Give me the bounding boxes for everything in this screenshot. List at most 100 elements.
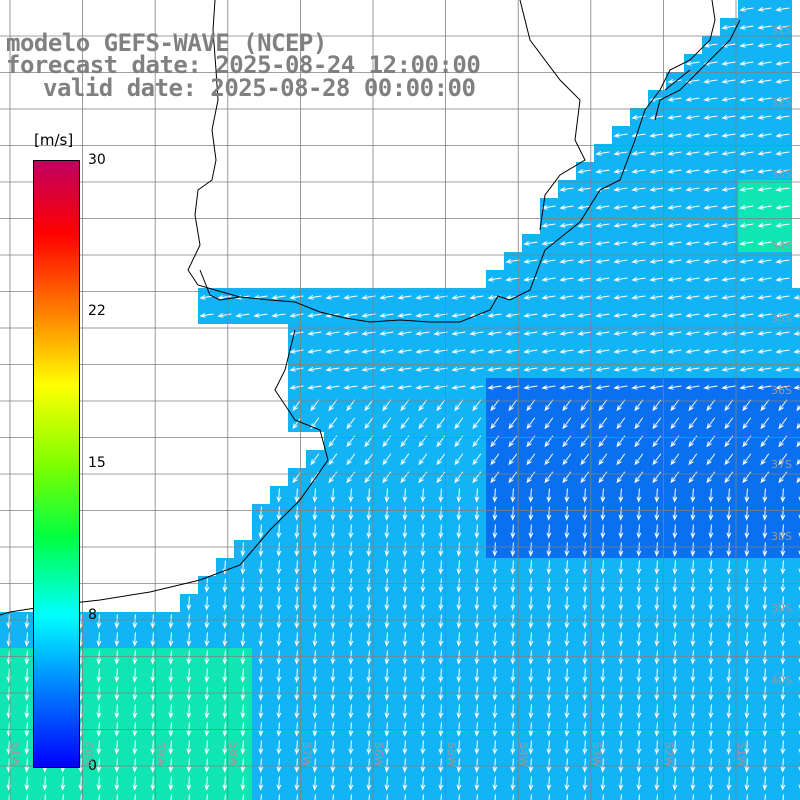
wind-arrow bbox=[649, 366, 664, 372]
wind-arrow bbox=[206, 794, 208, 800]
wind-arrow bbox=[240, 758, 246, 773]
wind-arrow bbox=[577, 384, 592, 390]
wind-arrow bbox=[762, 596, 768, 611]
wind-arrow bbox=[307, 348, 322, 354]
forecast-date: forecast date: 2025-08-24 12:00:00 bbox=[6, 51, 481, 79]
wind-arrow bbox=[276, 776, 282, 791]
wind-arrow bbox=[780, 506, 786, 521]
wind-arrow bbox=[708, 560, 714, 575]
wind-arrow bbox=[744, 740, 750, 755]
wind-arrow bbox=[438, 542, 444, 557]
wind-arrow bbox=[384, 560, 390, 575]
wind-arrow bbox=[523, 258, 538, 264]
wind-arrow bbox=[24, 704, 30, 719]
wind-arrow bbox=[242, 794, 244, 800]
wind-arrow bbox=[739, 168, 754, 174]
wind-arrow bbox=[775, 186, 790, 192]
wind-arrow bbox=[382, 417, 392, 430]
wind-arrow bbox=[582, 668, 588, 683]
wind-arrow bbox=[258, 650, 264, 665]
wind-arrow bbox=[366, 704, 372, 719]
wind-arrow bbox=[456, 524, 462, 539]
wind-arrow bbox=[366, 668, 372, 683]
wind-arrow bbox=[577, 330, 592, 336]
wind-arrow bbox=[294, 650, 300, 665]
wind-arrow bbox=[744, 632, 750, 647]
wind-arrow bbox=[631, 204, 646, 210]
wind-arrow bbox=[276, 614, 282, 629]
wind-arrow bbox=[332, 794, 334, 800]
wind-arrow bbox=[325, 366, 340, 372]
wind-arrow bbox=[636, 488, 642, 503]
wind-arrow bbox=[276, 722, 282, 737]
wind-arrow bbox=[204, 776, 210, 791]
wind-arrow bbox=[222, 722, 228, 737]
wind-arrow bbox=[366, 614, 372, 629]
wind-arrow bbox=[276, 758, 282, 773]
wind-arrow bbox=[400, 471, 410, 484]
wind-arrow bbox=[492, 704, 498, 719]
colorbar-tick: 0 bbox=[88, 758, 97, 774]
wind-arrow bbox=[649, 294, 664, 300]
wind-arrow bbox=[418, 453, 428, 466]
wind-arrow bbox=[438, 650, 444, 665]
wind-arrow bbox=[402, 776, 408, 791]
wind-arrow bbox=[778, 453, 788, 466]
wind-arrow bbox=[366, 560, 372, 575]
wind-arrow bbox=[582, 542, 588, 557]
wind-arrow bbox=[96, 668, 102, 683]
wind-arrow bbox=[204, 758, 210, 773]
wind-arrow bbox=[541, 258, 556, 264]
wind-arrow bbox=[510, 776, 516, 791]
wind-arrow bbox=[312, 650, 318, 665]
wind-arrow bbox=[114, 776, 120, 791]
wind-arrow bbox=[636, 542, 642, 557]
wind-arrow bbox=[757, 366, 772, 372]
wind-arrow bbox=[670, 453, 680, 466]
wind-arrow bbox=[739, 348, 754, 354]
wind-arrow bbox=[330, 776, 336, 791]
wind-arrow bbox=[330, 758, 336, 773]
wind-arrow bbox=[667, 348, 682, 354]
wind-arrow bbox=[667, 186, 682, 192]
wind-arrow bbox=[258, 776, 264, 791]
wind-arrow bbox=[186, 722, 192, 737]
wind-arrow bbox=[618, 596, 624, 611]
wind-arrow bbox=[595, 204, 610, 210]
wind-arrow bbox=[667, 258, 682, 264]
wind-arrow bbox=[402, 668, 408, 683]
wind-arrow bbox=[708, 650, 714, 665]
wind-arrow bbox=[348, 560, 354, 575]
wind-arrow bbox=[492, 632, 498, 647]
wind-arrow bbox=[415, 348, 430, 354]
wind-arrow bbox=[652, 453, 662, 466]
wind-arrow bbox=[562, 471, 572, 484]
wind-arrow bbox=[739, 78, 754, 84]
wind-arrow bbox=[24, 650, 30, 665]
wind-arrow bbox=[456, 776, 462, 791]
wind-arrow bbox=[276, 542, 282, 557]
wind-arrow bbox=[667, 222, 682, 228]
wind-arrow bbox=[654, 506, 660, 521]
wind-speed-cell bbox=[792, 414, 800, 432]
wind-arrow bbox=[418, 471, 428, 484]
wind-arrow bbox=[721, 294, 736, 300]
wind-arrow bbox=[510, 578, 516, 593]
wind-arrow bbox=[703, 276, 718, 282]
wind-arrow bbox=[420, 722, 426, 737]
wind-arrow bbox=[402, 758, 408, 773]
wind-arrow bbox=[739, 330, 754, 336]
wind-arrow bbox=[778, 417, 788, 430]
wind-arrow bbox=[690, 650, 696, 665]
wind-arrow bbox=[438, 524, 444, 539]
wind-arrow bbox=[451, 312, 466, 318]
wind-arrow bbox=[649, 276, 664, 282]
wind-arrow bbox=[582, 722, 588, 737]
wind-arrow bbox=[379, 366, 394, 372]
wind-arrow bbox=[654, 758, 660, 773]
wind-arrow bbox=[366, 650, 372, 665]
wind-arrow bbox=[492, 524, 498, 539]
wind-arrow bbox=[582, 578, 588, 593]
wind-arrow bbox=[654, 524, 660, 539]
wind-speed-cell bbox=[792, 666, 800, 684]
